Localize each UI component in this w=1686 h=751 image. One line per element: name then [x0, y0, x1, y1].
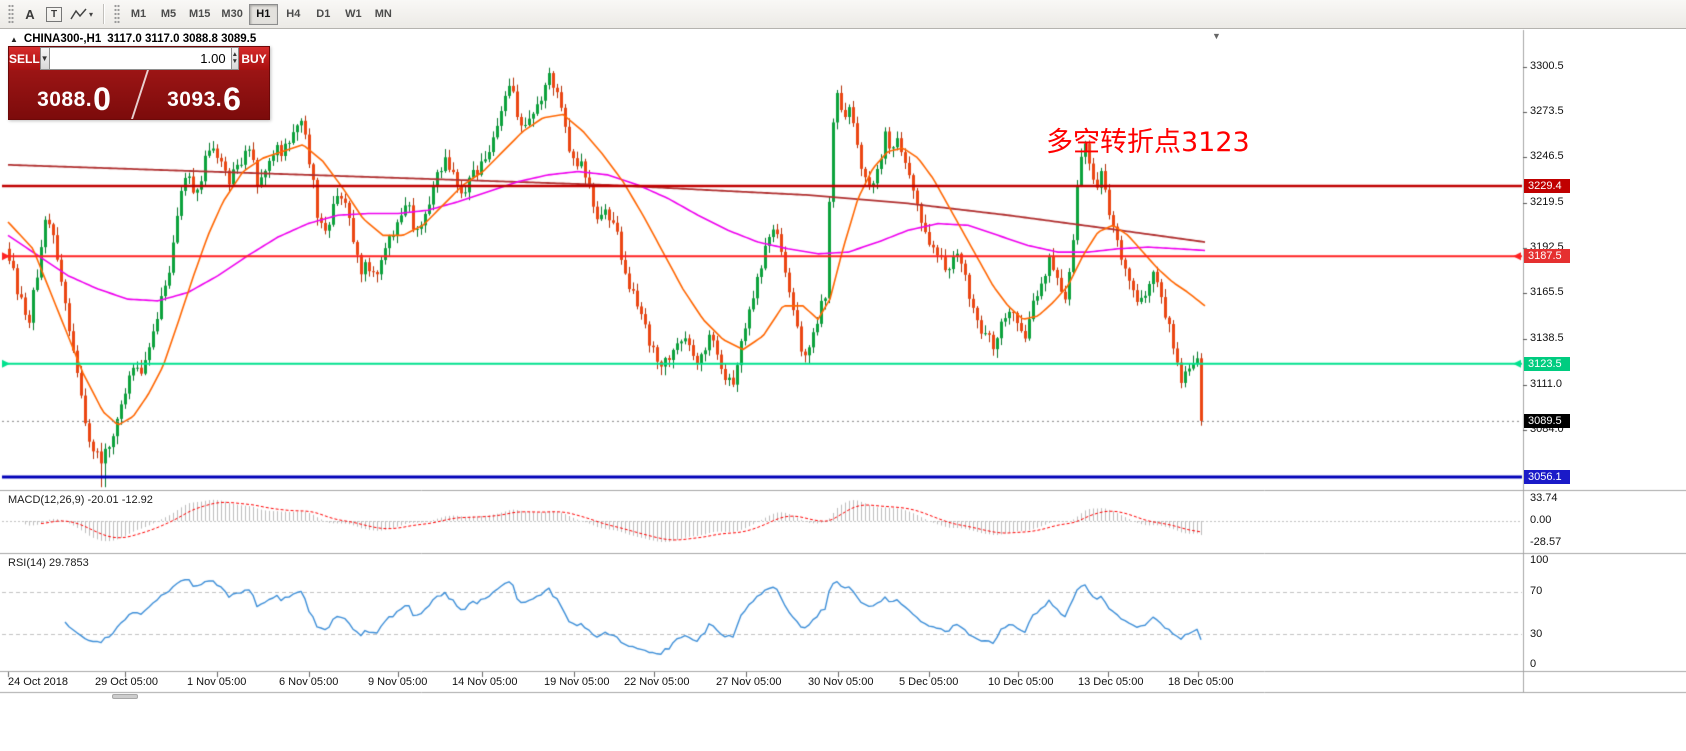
volume-input[interactable] — [49, 47, 231, 70]
timeframe-button-H1[interactable]: H1 — [248, 3, 278, 25]
time-axis-label: 14 Nov 05:00 — [452, 676, 518, 688]
ask-price-pips: 6 — [223, 81, 241, 118]
volume-dropdown-button[interactable]: ▼ — [39, 47, 50, 70]
time-axis-label: 1 Nov 05:00 — [187, 676, 247, 688]
horizontal-scrollbar-thumb[interactable] — [112, 694, 138, 699]
bid-price-main: 3088. — [37, 88, 93, 111]
toolbar-grip[interactable] — [8, 4, 14, 24]
time-axis-label: 18 Dec 05:00 — [1168, 676, 1234, 688]
price-axis-label: 3138.5 — [1530, 331, 1564, 344]
macd-axis-label: 33.74 — [1530, 492, 1558, 504]
chart-ohlc-values: 3117.0 3117.0 3088.8 3089.5 — [107, 33, 257, 45]
price-axis-label: 3219.5 — [1530, 195, 1564, 208]
time-axis-label: 9 Nov 05:00 — [368, 676, 428, 688]
buy-button[interactable]: BUY — [239, 47, 269, 70]
chart-header: ▲ CHINA300-,H1 3117.0 3117.0 3088.8 3089… — [10, 33, 256, 45]
time-axis-label: 24 Oct 2018 — [8, 676, 68, 688]
price-axis-label: 3246.5 — [1530, 150, 1564, 163]
toolbar-grip-2[interactable] — [114, 4, 121, 24]
time-axis-label: 10 Dec 05:00 — [988, 676, 1054, 688]
spin-down-icon[interactable]: ▼ — [231, 57, 239, 65]
time-axis-label: 29 Oct 05:00 — [95, 676, 158, 688]
bid-price-pips: 0 — [93, 81, 111, 118]
timeframe-button-H4[interactable]: H4 — [286, 8, 301, 20]
time-axis-label: 22 Nov 05:00 — [624, 676, 690, 688]
polyline-icon — [70, 8, 87, 20]
macd-axis-label: -28.57 — [1530, 536, 1562, 548]
one-click-collapse-icon[interactable]: ▲ — [10, 34, 18, 44]
timeframe-button-M30[interactable]: M30 — [221, 8, 243, 20]
ask-price[interactable]: 3093. 6 — [139, 70, 269, 119]
price-axis-label: 3300.5 — [1530, 59, 1564, 72]
timeframe-button-M15[interactable]: M15 — [189, 8, 211, 20]
timeframe-button-MN[interactable]: MN — [374, 8, 392, 20]
spin-up-icon[interactable]: ▲ — [231, 51, 239, 58]
price-axis-label: 3273.5 — [1530, 104, 1564, 117]
time-axis-label: 6 Nov 05:00 — [279, 676, 339, 688]
line-studies-dropdown-icon: ▾ — [89, 9, 94, 19]
timeframe-toolbar: M1 M5 M15 M30 H1 H4 D1 W1 MN — [124, 3, 398, 25]
price-level-badge: 3187.5 — [1524, 249, 1570, 264]
time-axis-label: 19 Nov 05:00 — [544, 676, 610, 688]
macd-indicator-label: MACD(12,26,9) -20.01 -12.92 — [8, 494, 153, 506]
timeframe-button-M1[interactable]: M1 — [130, 8, 147, 20]
sell-button[interactable]: SELL — [9, 47, 40, 70]
text-box-glyph: T — [46, 6, 62, 22]
timeframe-button-W1[interactable]: W1 — [345, 8, 362, 20]
price-level-badge: 3229.4 — [1524, 179, 1570, 193]
price-level-badge: 3123.5 — [1524, 356, 1570, 371]
ask-price-main: 3093. — [167, 88, 223, 111]
rsi-axis-label: 0 — [1530, 658, 1537, 670]
toolbar-separator — [103, 4, 105, 24]
time-axis-label: 5 Dec 05:00 — [899, 676, 959, 688]
timeframe-button-D1[interactable]: D1 — [316, 8, 331, 20]
chart-title: CHINA300-,H1 — [23, 33, 102, 45]
text-box-icon[interactable]: T — [42, 3, 66, 25]
time-axis-label: 27 Nov 05:00 — [716, 676, 782, 688]
timeframe-button-M5[interactable]: M5 — [160, 8, 177, 20]
current-price-badge: 3089.5 — [1524, 413, 1570, 428]
annotation-text-object[interactable]: 多空转折点3123 — [1046, 127, 1250, 158]
price-axis-label: 3165.5 — [1530, 286, 1564, 299]
price-axis-label: 3111.0 — [1530, 377, 1563, 390]
price-level-badge: 3056.1 — [1524, 469, 1570, 484]
time-axis-label: 13 Dec 05:00 — [1078, 676, 1144, 688]
line-studies-icon[interactable]: ▾ — [66, 3, 97, 25]
chart-dropdown-arrow-icon[interactable]: ▼ — [1212, 31, 1221, 41]
volume-stepper[interactable]: ▲ ▼ — [230, 47, 240, 70]
toolbar: A T ▾ M1 M5 M15 M30 H1 H4 D1 W1 MN — [0, 0, 1686, 29]
rsi-axis-label: 70 — [1530, 585, 1543, 597]
time-axis-label: 30 Nov 05:00 — [808, 676, 874, 688]
rsi-indicator-label: RSI(14) 29.7853 — [8, 557, 89, 569]
rsi-axis-label: 30 — [1530, 628, 1543, 640]
rsi-axis-label: 100 — [1530, 554, 1549, 566]
bid-ask-display: 3088. 0 3093. 6 — [9, 70, 269, 119]
bid-price[interactable]: 3088. 0 — [9, 70, 139, 119]
text-label-icon[interactable]: A — [25, 6, 35, 22]
one-click-trading-panel: SELL ▼ ▲ ▼ BUY 3088. 0 3093. 6 — [8, 46, 270, 120]
macd-axis-label: 0.00 — [1530, 514, 1552, 526]
